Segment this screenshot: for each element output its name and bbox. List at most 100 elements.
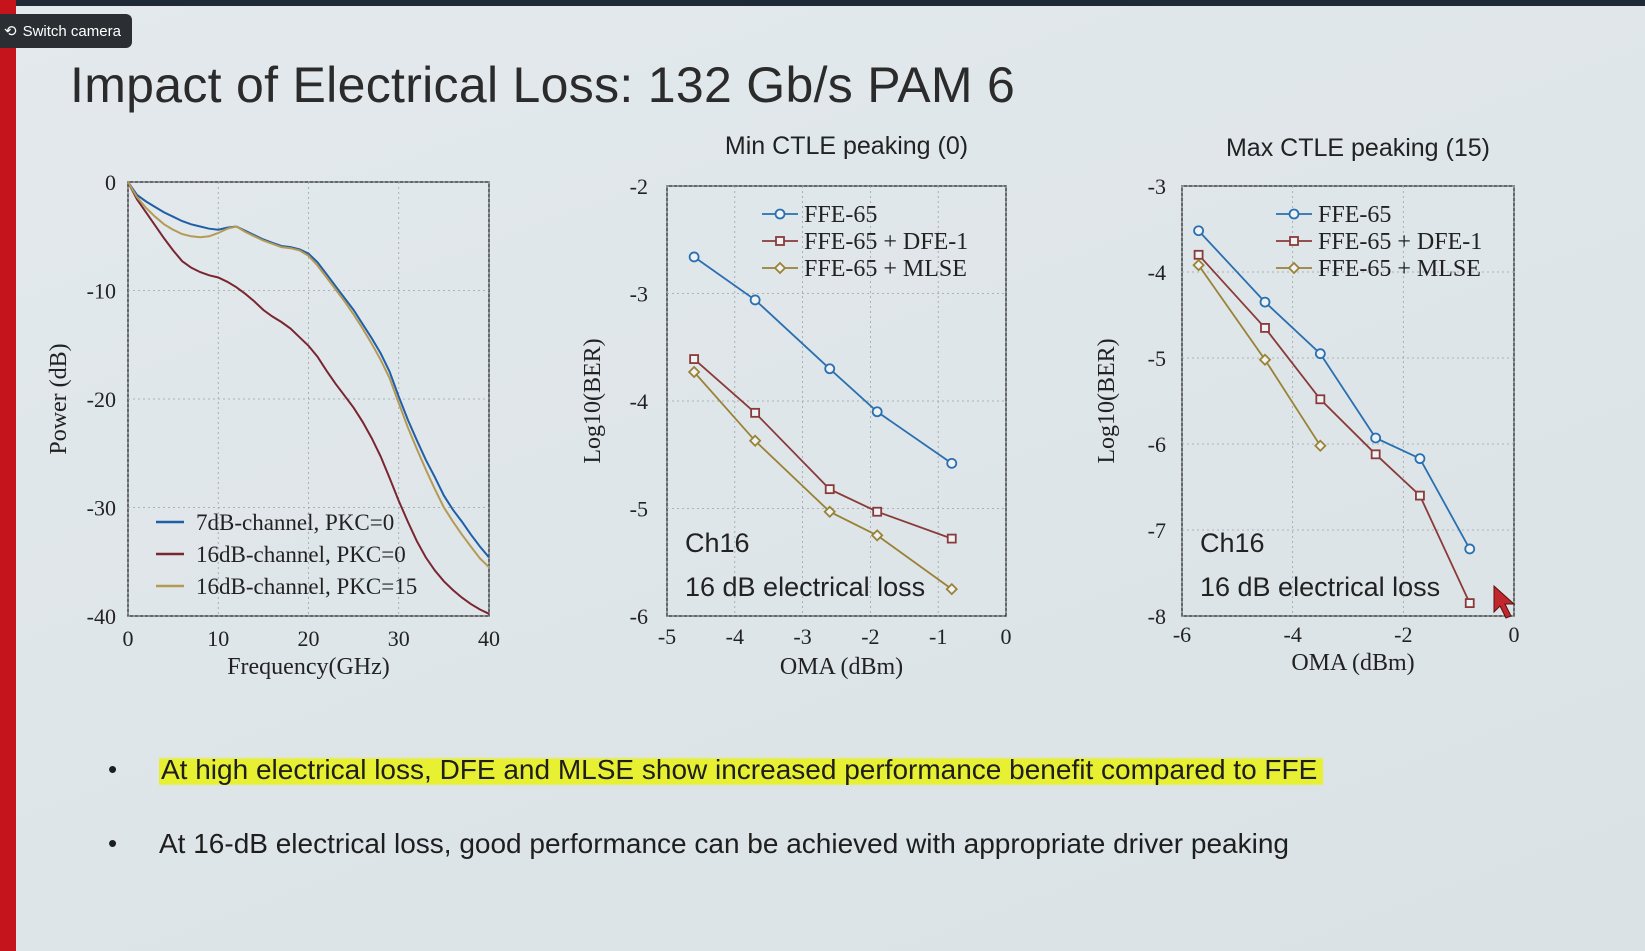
y-tick-label: -5 [630,497,648,522]
data-point-diamond [687,365,701,379]
series-line-1 [1197,230,1471,550]
data-point-diamond [870,529,884,542]
y-tick-label: -20 [87,387,116,412]
window-left-edge [0,0,16,951]
data-point-diamond [823,505,836,518]
charts-canvas: 0 10 20 30 400-10-20-30-40Frequency(GHz)Powe… [46,132,1520,680]
data-point-square [1315,394,1326,405]
x-tick-label: 30 [388,626,410,651]
bullet-dot-icon: • [108,828,118,858]
series-line-1 [693,256,953,465]
x-tick-label: -4 [726,624,744,649]
annotation-channel: Ch16 [1200,528,1265,558]
legend-label: FFE-65 [1318,202,1391,228]
x-tick-label: -2 [1394,622,1412,647]
bullet-text-1: At high electrical loss, DFE and MLSE sh… [159,754,1324,786]
bullet-text-2: At 16-dB electrical loss, good performan… [159,828,1289,859]
legend-label: 7dB-channel, PKC=0 [196,510,394,535]
x-tick-label: 0 [1001,624,1012,649]
x-tick-label: 40 [478,626,500,651]
y-axis-label: Power (dB) [46,343,72,454]
x-tick-label: -6 [1173,622,1191,647]
x-axis-label: Frequency(GHz) [227,654,390,680]
legend-label: 16dB-channel, PKC=0 [196,542,406,567]
y-tick-label: -10 [87,279,116,304]
series-line-1 [127,181,490,559]
data-point-square [824,484,835,495]
y-tick-label: -6 [1148,432,1166,457]
legend-label: FFE-65 + DFE-1 [804,229,968,255]
x-tick-label: 0 [123,626,134,651]
x-tick-label: -1 [929,624,947,649]
series-line-2 [1197,254,1471,604]
y-tick-label: -4 [1148,260,1166,285]
mouse-cursor-icon [1493,584,1516,619]
y-tick-label: -7 [1148,518,1166,543]
legend-label: 16dB-channel, PKC=15 [196,574,417,599]
chart-title: Min CTLE peaking (0) [725,132,968,160]
data-point-square [872,506,883,517]
legend-label: FFE-65 [804,202,877,228]
series-line-2 [693,358,953,540]
y-tick-label: -3 [630,282,648,307]
y-axis-label: Log10(BER) [580,338,606,463]
data-point-square [689,354,700,364]
data-point-circle [749,294,761,306]
data-point-square [750,407,761,418]
bullet-dot-icon: • [108,754,118,784]
legend-marker-square [1289,236,1299,246]
legend-marker-circle [774,208,786,220]
y-tick-label: -5 [1148,346,1166,371]
annotation-channel: Ch16 [685,528,750,558]
presentation-slide: Impact of Electrical Loss: 132 Gb/s PAM … [16,6,1645,951]
y-tick-label: 0 [105,170,116,195]
slide-title: Impact of Electrical Loss: 132 Gb/s PAM … [70,57,1016,113]
annotation-loss: 16 dB electrical loss [685,572,925,602]
data-point-diamond [748,434,762,448]
data-point-square [1415,490,1425,501]
data-point-square [946,533,957,544]
switch-camera-label: Switch camera [22,22,121,40]
legend-label: FFE-65 + DFE-1 [1318,229,1482,255]
chart-title: Max CTLE peaking (15) [1226,134,1490,162]
data-point-square [1464,598,1475,608]
switch-camera-button[interactable]: ⟲ Switch camera [0,14,132,48]
data-point-diamond [1314,439,1327,452]
y-tick-label: -40 [87,604,116,629]
data-point-square [1370,449,1381,460]
y-tick-label: -3 [1148,174,1166,199]
legend-marker-diamond [1287,261,1301,275]
y-tick-label: -8 [1148,604,1166,629]
legend-label: FFE-65 + MLSE [1318,256,1481,282]
x-tick-label: -5 [658,624,676,649]
data-point-circle [824,363,836,375]
legend-label: FFE-65 + MLSE [804,256,967,282]
x-tick-label: 0 [1509,622,1520,647]
data-point-circle [688,251,700,263]
legend-marker-square [775,236,785,246]
x-tick-label: -4 [1284,622,1302,647]
data-point-circle [1193,225,1204,237]
data-point-circle [1314,348,1326,360]
y-tick-label: -2 [630,174,648,199]
data-point-circle [871,406,883,418]
y-tick-label: -4 [630,389,648,414]
x-tick-label: 10 [207,626,229,651]
data-point-circle [946,457,958,469]
legend-marker-circle [1288,208,1300,220]
data-point-square [1260,322,1270,333]
switch-camera-icon: ⟲ [4,22,17,40]
data-point-circle [1414,453,1426,465]
x-tick-label: -3 [793,624,811,649]
window-top-bar [0,0,1645,8]
x-axis-label: OMA (dBm) [1291,650,1414,676]
annotation-loss: 16 dB electrical loss [1200,572,1440,602]
data-point-square [1193,249,1204,260]
series-line-3 [1197,264,1322,447]
data-point-circle [1464,543,1476,555]
y-tick-label: -6 [630,604,648,629]
data-point-diamond [1258,353,1272,366]
data-point-circle [1259,296,1271,308]
data-point-circle [1370,432,1382,444]
x-tick-label: 20 [298,626,320,651]
